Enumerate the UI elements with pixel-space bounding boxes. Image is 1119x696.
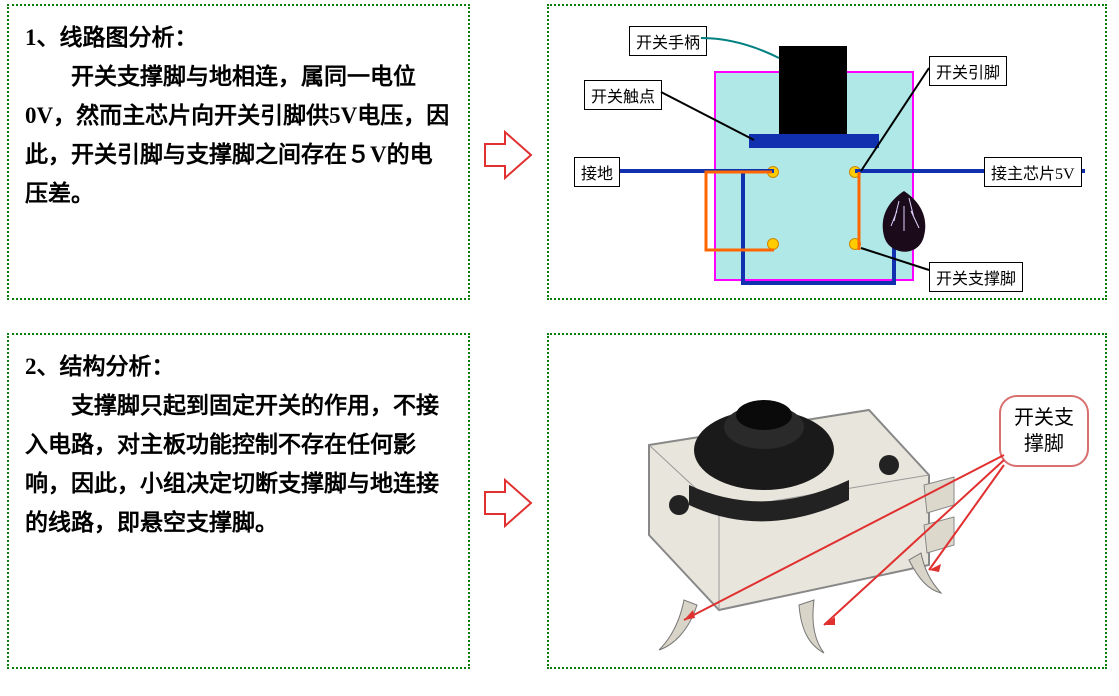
leader-support	[859, 246, 934, 274]
section2-text-panel: 2、结构分析： 支撑脚只起到固定开关的作用，不接入电路，对主板功能控制不存在任何…	[7, 333, 470, 669]
arrow-icon-2	[483, 478, 533, 528]
wire-orange-left	[694, 156, 784, 266]
section2-title: 2、结构分析：	[25, 347, 452, 386]
wire-bottom-h	[741, 281, 896, 285]
section1-text-panel: 1、线路图分析： 开关支撑脚与地相连，属同一电位0V，然而主芯片向开关引脚供5V…	[7, 4, 470, 300]
label-chip5v: 接主芯片5V	[984, 157, 1082, 187]
label-handle: 开关手柄	[629, 26, 707, 56]
section1-title: 1、线路图分析：	[25, 18, 452, 57]
leader-contact	[659, 90, 759, 145]
section1-diagram-panel: 开关手柄 开关触点 开关引脚 接地 接主芯片5V 开关支撑脚	[547, 4, 1107, 300]
label-contact: 开关触点	[584, 80, 662, 110]
callout-leaders	[679, 450, 1009, 650]
arrow-icon-1	[483, 130, 533, 180]
label-support: 开关支撑脚	[929, 262, 1023, 292]
section1-body: 开关支撑脚与地相连，属同一电位0V，然而主芯片向开关引脚供5V电压，因此，开关引…	[25, 57, 452, 213]
section2-body: 支撑脚只起到固定开关的作用，不接入电路，对主板功能控制不存在任何影响，因此，小组…	[25, 386, 452, 542]
leader-pin	[859, 66, 934, 176]
callout-text: 开关支 撑脚	[1014, 407, 1074, 455]
switch-knob	[779, 46, 847, 136]
callout-support-pin: 开关支 撑脚	[999, 395, 1089, 467]
section2-diagram-panel: 开关支 撑脚	[547, 333, 1107, 669]
leader-handle	[699, 36, 789, 66]
label-pin: 开关引脚	[929, 56, 1007, 86]
label-ground: 接地	[574, 157, 620, 187]
